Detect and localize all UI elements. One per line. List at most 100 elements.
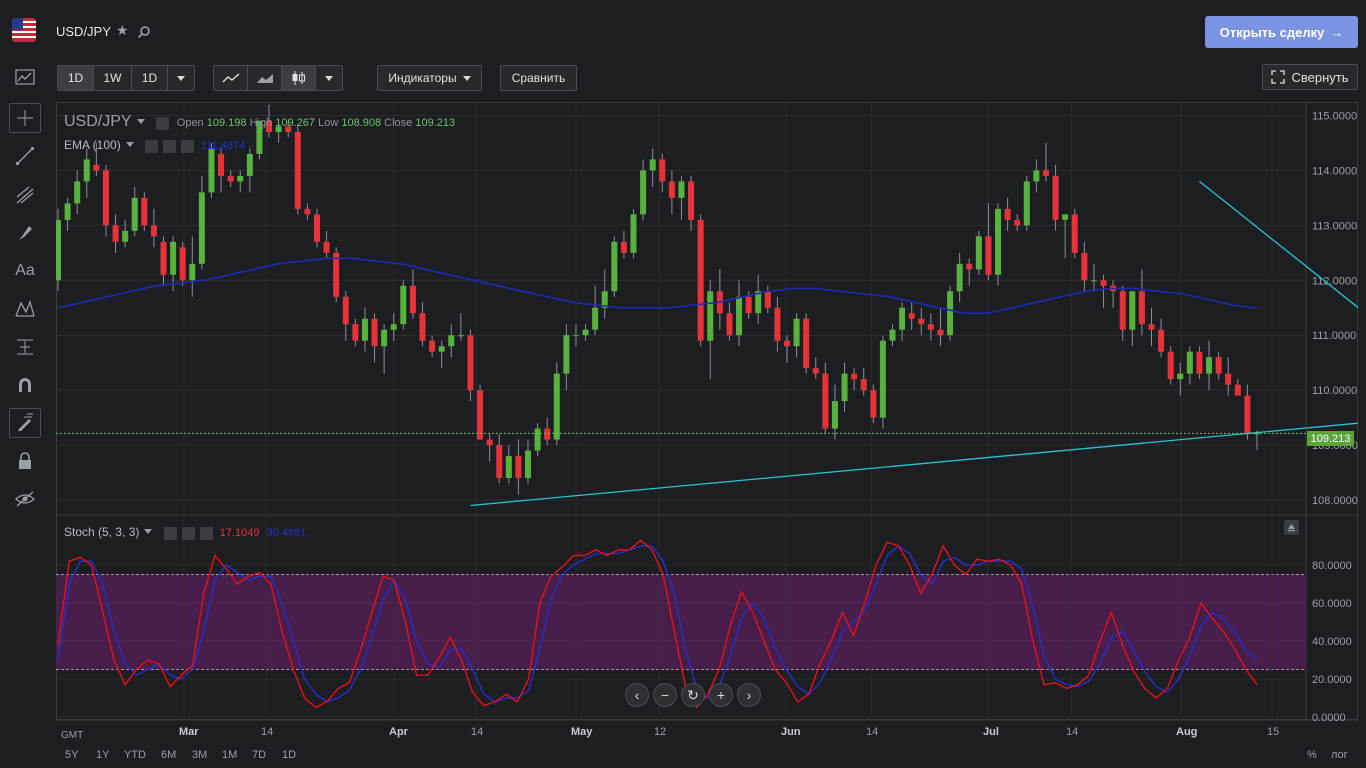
candle-up xyxy=(553,373,560,440)
interval-custom-button[interactable]: 1D xyxy=(132,66,168,90)
candle-down xyxy=(333,252,340,297)
candle-down xyxy=(486,439,493,446)
visibility-icon[interactable] xyxy=(163,526,177,540)
crosshair-tool[interactable] xyxy=(9,103,41,133)
indicators-button[interactable]: Индикаторы xyxy=(377,65,482,91)
candle-down xyxy=(227,175,234,182)
arrow-right-icon: → xyxy=(1330,24,1344,40)
visibility-icon[interactable] xyxy=(144,139,158,153)
area-chart-icon xyxy=(256,74,273,83)
open-label: Open xyxy=(176,117,204,129)
area-chart-button[interactable] xyxy=(248,66,282,90)
candle-up xyxy=(889,329,896,341)
ema-label[interactable]: EMA (100) xyxy=(64,138,121,152)
legend-symbol[interactable]: USD/JPY xyxy=(64,113,132,130)
candlestick-chart-button[interactable] xyxy=(282,66,316,90)
stoch-tick-label: 0.0000 xyxy=(1312,712,1346,724)
compare-button[interactable]: Сравнить xyxy=(500,65,577,91)
stoch-label[interactable]: Stoch (5, 3, 3) xyxy=(64,525,140,539)
percent-scale-toggle[interactable]: % xyxy=(1307,749,1317,761)
range-1y[interactable]: 1Y xyxy=(96,749,110,761)
zoom-in-button[interactable]: + xyxy=(709,683,733,707)
stoch-tick-label: 20.0000 xyxy=(1312,674,1352,686)
candle-up xyxy=(841,373,848,402)
log-scale-toggle[interactable]: лог xyxy=(1331,749,1348,761)
interval-1d-button[interactable]: 1D xyxy=(58,66,94,90)
candle-down xyxy=(266,120,273,132)
candle-up xyxy=(237,175,244,182)
range-ytd[interactable]: YTD xyxy=(124,749,146,761)
brush-tool[interactable] xyxy=(9,218,41,248)
scroll-right-button[interactable]: › xyxy=(737,683,761,707)
us-flag-icon xyxy=(12,18,36,42)
settings-icon[interactable] xyxy=(162,139,176,153)
collapse-button[interactable]: Свернуть xyxy=(1262,64,1358,90)
search-icon[interactable] xyxy=(137,25,151,39)
settings-icon[interactable] xyxy=(181,526,195,540)
price-tick-label: 113.0000 xyxy=(1312,220,1357,232)
visibility-icon[interactable] xyxy=(155,116,169,130)
stay-in-drawing-mode-tool[interactable] xyxy=(9,408,41,438)
close-icon[interactable] xyxy=(180,139,194,153)
chevron-down-icon xyxy=(325,75,333,81)
collapse-label: Свернуть xyxy=(1291,69,1349,85)
range-3m[interactable]: 3M xyxy=(192,749,208,761)
open-deal-button[interactable]: Открыть сделку → xyxy=(1205,16,1358,48)
time-axis-label: Jul xyxy=(983,726,999,738)
candle-down xyxy=(1158,329,1165,352)
candle-down xyxy=(620,241,627,253)
candle-down xyxy=(179,247,186,281)
fibonacci-tool[interactable] xyxy=(9,180,41,210)
candle-down xyxy=(860,379,867,391)
candle-up xyxy=(246,153,253,176)
lock-tool[interactable] xyxy=(9,446,41,476)
candle-down xyxy=(697,219,704,341)
zoom-out-button[interactable]: − xyxy=(653,683,677,707)
maximize-pane-button[interactable] xyxy=(1284,520,1299,535)
hide-drawings-tool[interactable] xyxy=(9,484,41,514)
time-axis-label: Mar xyxy=(179,726,199,738)
lock-icon xyxy=(19,452,31,469)
close-icon[interactable] xyxy=(199,526,213,540)
eye-off-icon xyxy=(15,491,35,507)
price-chart[interactable]: 115.0000 114.0000 113.0000 112.0000 111.0000… xyxy=(56,102,1358,762)
candle-up xyxy=(582,329,589,336)
symbol-title[interactable]: USD/JPY xyxy=(56,24,111,39)
range-1d[interactable]: 1D xyxy=(282,749,297,761)
chevron-down-icon[interactable] xyxy=(144,529,153,534)
trendline xyxy=(1199,180,1358,309)
interval-1w-button[interactable]: 1W xyxy=(94,66,132,90)
ema-legend: EMA (100) 111.4874 xyxy=(64,138,245,153)
trendline-tool[interactable] xyxy=(9,141,41,171)
range-5y[interactable]: 5Y xyxy=(65,749,79,761)
text-tool[interactable]: Aa xyxy=(9,256,41,286)
range-6m[interactable]: 6M xyxy=(161,749,177,761)
reset-chart-button[interactable]: ↻ xyxy=(681,683,705,707)
top-bar: USD/JPY ★ Открыть сделку → xyxy=(0,0,1366,60)
interval-dropdown[interactable] xyxy=(168,66,194,90)
candle-up xyxy=(400,285,407,325)
range-bar: 5Y 1Y YTD 6M 3M 1M 7D 1D % лог xyxy=(56,745,1358,765)
candle-down xyxy=(668,181,675,198)
favorite-star-icon[interactable]: ★ xyxy=(116,22,129,38)
line-chart-button[interactable] xyxy=(214,66,248,90)
chevron-down-icon[interactable] xyxy=(136,119,145,124)
price-tick-label: 110.0000 xyxy=(1312,385,1357,397)
pattern-tool[interactable] xyxy=(9,294,41,324)
chart-type-dropdown[interactable] xyxy=(316,66,342,90)
chevron-down-icon[interactable] xyxy=(125,142,134,147)
candle-down xyxy=(822,373,829,429)
candle-down xyxy=(745,296,752,314)
candle-down xyxy=(102,170,109,226)
candle-up xyxy=(640,170,647,215)
measure-tool[interactable] xyxy=(9,332,41,362)
chart-type-line-icon[interactable] xyxy=(9,62,41,92)
candle-down xyxy=(342,296,349,325)
range-1m[interactable]: 1M xyxy=(222,749,238,761)
magnet-tool[interactable] xyxy=(9,370,41,400)
scroll-left-button[interactable]: ‹ xyxy=(625,683,649,707)
candle-up xyxy=(170,241,177,275)
candle-up xyxy=(131,197,138,231)
chevron-down-icon xyxy=(177,75,185,81)
range-7d[interactable]: 7D xyxy=(252,749,267,761)
